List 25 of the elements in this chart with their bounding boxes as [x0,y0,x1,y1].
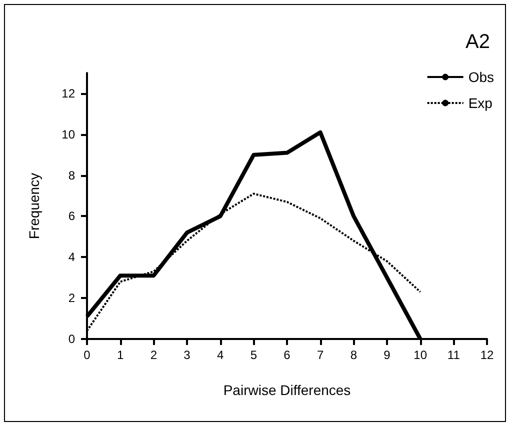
legend-label: Exp [468,95,493,111]
y-tick-label: 4 [68,250,76,264]
x-tick-label: 0 [84,348,91,362]
y-tick-label: 12 [62,86,76,100]
x-tick-label: 10 [414,348,428,362]
x-tick-label: 3 [184,348,191,362]
y-tick-label: 0 [68,332,76,346]
x-tick-label: 12 [480,348,494,362]
legend-label: Obs [468,69,494,85]
x-tick-label: 7 [316,348,324,362]
y-tick-label: 10 [62,127,76,142]
y-tick-label: 6 [68,209,76,224]
x-tick-label: 1 [116,348,124,362]
y-axis-title: Frequency [26,172,42,240]
y-tick-label: 8 [68,168,76,182]
chart-title: A2 [466,31,490,53]
x-tick-label: 11 [447,348,460,362]
x-tick-label: 5 [250,348,258,362]
x-axis-title: Pairwise Differences [223,382,351,398]
x-tick-label: 9 [384,348,391,362]
y-tick-label: 2 [68,291,76,306]
x-tick-label: 4 [216,348,224,362]
x-tick-label: 6 [284,348,291,362]
x-tick-label: 8 [350,348,358,362]
x-tick-label: 2 [150,348,158,362]
